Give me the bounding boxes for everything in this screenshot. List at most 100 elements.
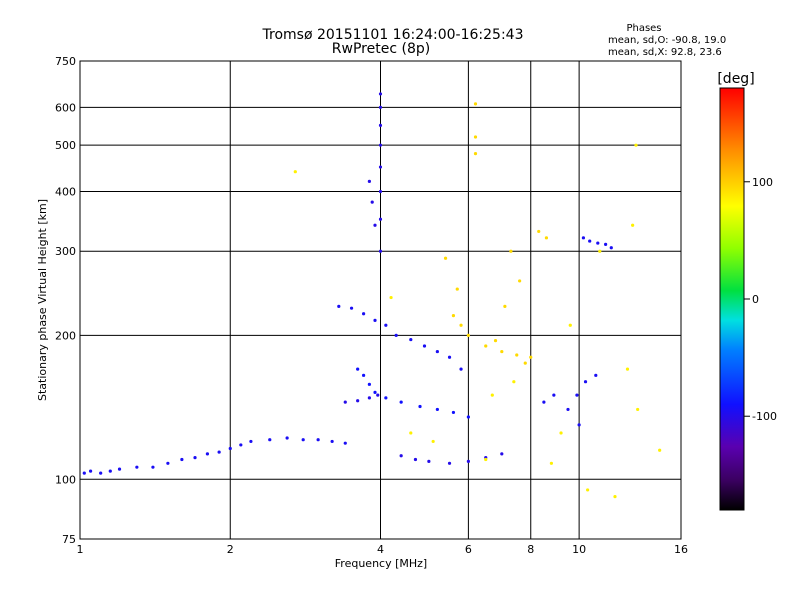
data-point bbox=[459, 367, 463, 371]
data-point bbox=[518, 279, 522, 283]
data-point bbox=[330, 439, 334, 444]
data-point bbox=[205, 452, 210, 456]
y-tick-label: 600 bbox=[55, 101, 76, 114]
data-point bbox=[301, 438, 305, 442]
data-point bbox=[586, 488, 590, 492]
data-point bbox=[249, 439, 253, 444]
data-point bbox=[559, 431, 563, 435]
data-point bbox=[378, 92, 383, 96]
data-point bbox=[509, 249, 513, 253]
data-point bbox=[455, 287, 459, 291]
data-point bbox=[413, 457, 418, 462]
data-point bbox=[537, 229, 541, 234]
colorbar bbox=[719, 87, 745, 511]
data-point bbox=[217, 450, 221, 454]
data-point bbox=[389, 295, 393, 300]
data-point bbox=[399, 454, 403, 458]
data-point bbox=[447, 355, 452, 359]
data-point bbox=[362, 373, 366, 377]
data-point bbox=[523, 361, 527, 365]
data-point bbox=[625, 367, 630, 371]
data-point bbox=[356, 367, 360, 371]
data-point bbox=[451, 314, 456, 318]
data-point bbox=[117, 467, 122, 471]
data-point bbox=[268, 438, 272, 442]
data-point bbox=[493, 339, 498, 343]
data-point bbox=[443, 256, 448, 260]
data-point bbox=[418, 404, 422, 409]
data-point bbox=[500, 452, 504, 456]
y-tick-label: 300 bbox=[55, 245, 76, 258]
data-point bbox=[88, 469, 93, 473]
data-point bbox=[409, 431, 413, 435]
data-point bbox=[431, 439, 435, 444]
data-point bbox=[473, 135, 478, 139]
y-axis-label: Stationary phase Virtual Height [km] bbox=[36, 199, 49, 401]
data-point bbox=[598, 249, 602, 253]
y-tick-labels: 75 100 200 300 400 500 600 750 bbox=[55, 55, 76, 546]
data-point bbox=[166, 461, 170, 465]
data-point bbox=[484, 457, 488, 462]
data-point bbox=[631, 223, 635, 227]
data-point bbox=[384, 396, 388, 400]
data-point bbox=[503, 304, 507, 308]
data-point bbox=[512, 380, 516, 384]
phase-stats-x: mean, sd,X: 92.8, 23.6 bbox=[608, 47, 722, 58]
data-point bbox=[613, 494, 617, 499]
data-point bbox=[634, 143, 638, 147]
y-tick-label: 750 bbox=[55, 55, 76, 68]
data-point bbox=[356, 399, 360, 403]
data-point bbox=[316, 438, 320, 442]
x-tick-label: 1 bbox=[77, 543, 84, 556]
data-point bbox=[568, 323, 572, 327]
data-point bbox=[451, 410, 456, 415]
data-point bbox=[82, 471, 86, 475]
x-tick-label: 16 bbox=[674, 543, 688, 556]
data-point bbox=[99, 471, 103, 475]
data-point bbox=[552, 393, 556, 397]
data-point bbox=[367, 179, 371, 183]
data-point bbox=[180, 457, 184, 462]
data-point bbox=[378, 217, 383, 221]
data-point bbox=[228, 446, 232, 451]
x-tick-label: 6 bbox=[465, 543, 472, 556]
x-tick-label: 8 bbox=[527, 543, 534, 556]
data-point bbox=[604, 242, 608, 247]
data-point bbox=[490, 393, 494, 397]
colorbar-ticks: 100 0 -100 bbox=[744, 176, 777, 423]
data-point bbox=[349, 306, 354, 310]
data-point bbox=[581, 236, 586, 240]
chart-subtitle: RwPretec (8p) bbox=[332, 41, 430, 57]
colorbar-tick-label: 100 bbox=[752, 176, 773, 189]
data-point bbox=[549, 461, 554, 465]
data-point bbox=[378, 165, 383, 169]
x-axis-label: Frequency [MHz] bbox=[335, 557, 427, 570]
data-point bbox=[658, 448, 662, 452]
data-point bbox=[135, 465, 139, 469]
data-point bbox=[367, 382, 371, 386]
data-point bbox=[466, 333, 470, 337]
data-point bbox=[566, 407, 570, 412]
data-point bbox=[473, 152, 478, 156]
data-point bbox=[370, 200, 374, 204]
data-point bbox=[484, 344, 488, 348]
chart-title: Tromsø 20151101 16:24:00-16:25:43 bbox=[262, 27, 524, 43]
data-point bbox=[636, 407, 640, 412]
data-point bbox=[500, 349, 504, 354]
data-point bbox=[108, 469, 112, 473]
data-point bbox=[373, 390, 377, 394]
data-point bbox=[367, 396, 371, 400]
data-point bbox=[577, 423, 581, 427]
grid-lines bbox=[80, 61, 681, 539]
data-point bbox=[394, 333, 398, 337]
data-point bbox=[337, 304, 341, 308]
data-point bbox=[447, 461, 452, 465]
data-point bbox=[435, 349, 439, 354]
y-tick-label: 100 bbox=[55, 473, 76, 486]
data-point bbox=[529, 355, 533, 359]
data-point bbox=[435, 407, 439, 412]
x-tick-label: 2 bbox=[227, 543, 234, 556]
data-point bbox=[378, 143, 383, 147]
data-point bbox=[422, 344, 427, 348]
